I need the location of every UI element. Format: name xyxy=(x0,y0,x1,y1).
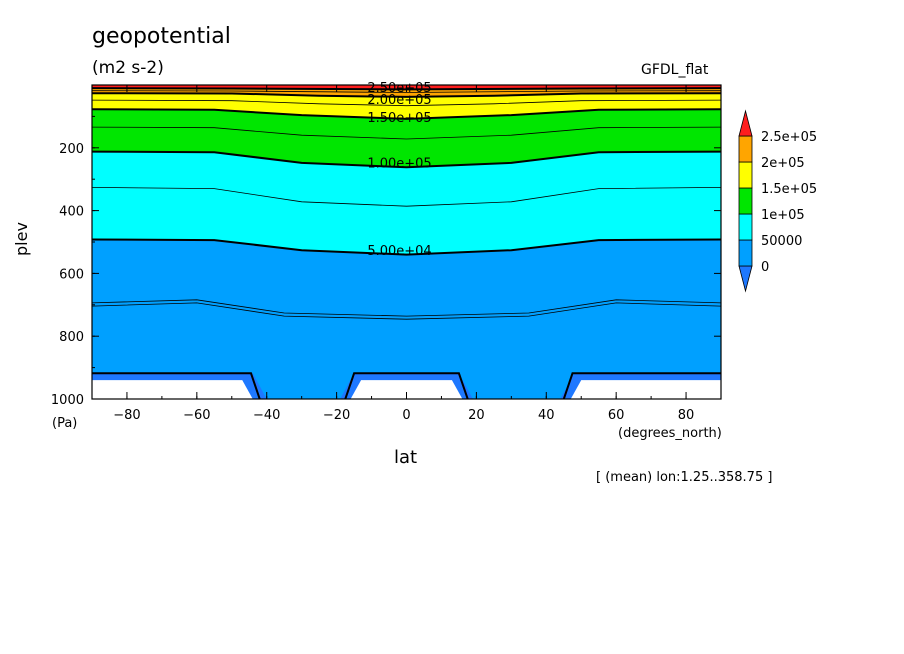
contour-200k xyxy=(92,92,721,98)
topography-east xyxy=(570,380,721,399)
y-tick-label: 200 xyxy=(59,142,84,157)
x-tick-label: 60 xyxy=(608,408,625,423)
contour-100k xyxy=(92,150,721,169)
topography-west xyxy=(92,380,253,399)
y-tick-label: 400 xyxy=(59,205,84,220)
model-name: GFDL_flat xyxy=(641,62,709,78)
x-tick-label: −40 xyxy=(253,408,280,423)
colorbar-segment xyxy=(738,213,753,241)
x-tick-label: 20 xyxy=(468,408,485,423)
band-50k-100k xyxy=(92,151,721,255)
contour-75k xyxy=(92,187,721,207)
x-tick-label: 80 xyxy=(678,408,695,423)
x-tick-label: −60 xyxy=(183,408,210,423)
colorbar-label: 1.5e+05 xyxy=(761,182,817,197)
x-tick-label: 40 xyxy=(538,408,555,423)
colorbar-label: 0 xyxy=(761,260,769,275)
contour-25k-a xyxy=(92,299,721,317)
surface-outline-west xyxy=(92,372,261,399)
contour-label: 1.00e+05 xyxy=(367,157,431,172)
colorbar-segment xyxy=(738,161,753,189)
contour-50k xyxy=(92,238,721,256)
y-axis-unit: (Pa) xyxy=(52,416,78,431)
x-axis-unit: (degrees_north) xyxy=(618,426,722,441)
topography-center xyxy=(350,380,463,399)
contour-label: 1.50e+05 xyxy=(367,111,431,126)
surface-outline-east xyxy=(562,372,721,399)
contour-125k xyxy=(92,126,721,140)
averaging-note: [ (mean) lon:1.25..358.75 ] xyxy=(596,470,773,485)
contour-label: 2.50e+05 xyxy=(367,81,431,96)
contour-25k-b xyxy=(92,302,721,320)
surface-outline-center xyxy=(344,372,469,399)
colorbar-below-triangle xyxy=(738,265,753,293)
chart-units: (m2 s-2) xyxy=(92,58,164,78)
y-tick-label: 800 xyxy=(59,330,84,345)
x-tick-label: 0 xyxy=(402,408,410,423)
colorbar-segment xyxy=(738,135,753,163)
chart-title: geopotential xyxy=(92,24,231,49)
contour-150k xyxy=(92,108,721,120)
colorbar-label: 50000 xyxy=(761,234,802,249)
contour-label: 2.00e+05 xyxy=(367,93,431,108)
band-100k-150k xyxy=(92,109,721,168)
colorbar-segment xyxy=(738,239,753,267)
x-axis-label: lat xyxy=(394,447,418,468)
y-tick-label: 1000 xyxy=(51,393,84,408)
colorbar-segment xyxy=(738,187,753,215)
contour-175k xyxy=(92,99,721,107)
colorbar-above-triangle xyxy=(738,109,753,137)
x-tick-label: −80 xyxy=(113,408,140,423)
contour-225k xyxy=(92,90,721,93)
colorbar-label: 2e+05 xyxy=(761,156,805,171)
colorbar-label: 2.5e+05 xyxy=(761,130,817,145)
contour-label: 5.00e+04 xyxy=(367,244,431,259)
colorbar-label: 1e+05 xyxy=(761,208,805,223)
x-tick-label: −20 xyxy=(323,408,350,423)
y-tick-label: 600 xyxy=(59,267,84,282)
